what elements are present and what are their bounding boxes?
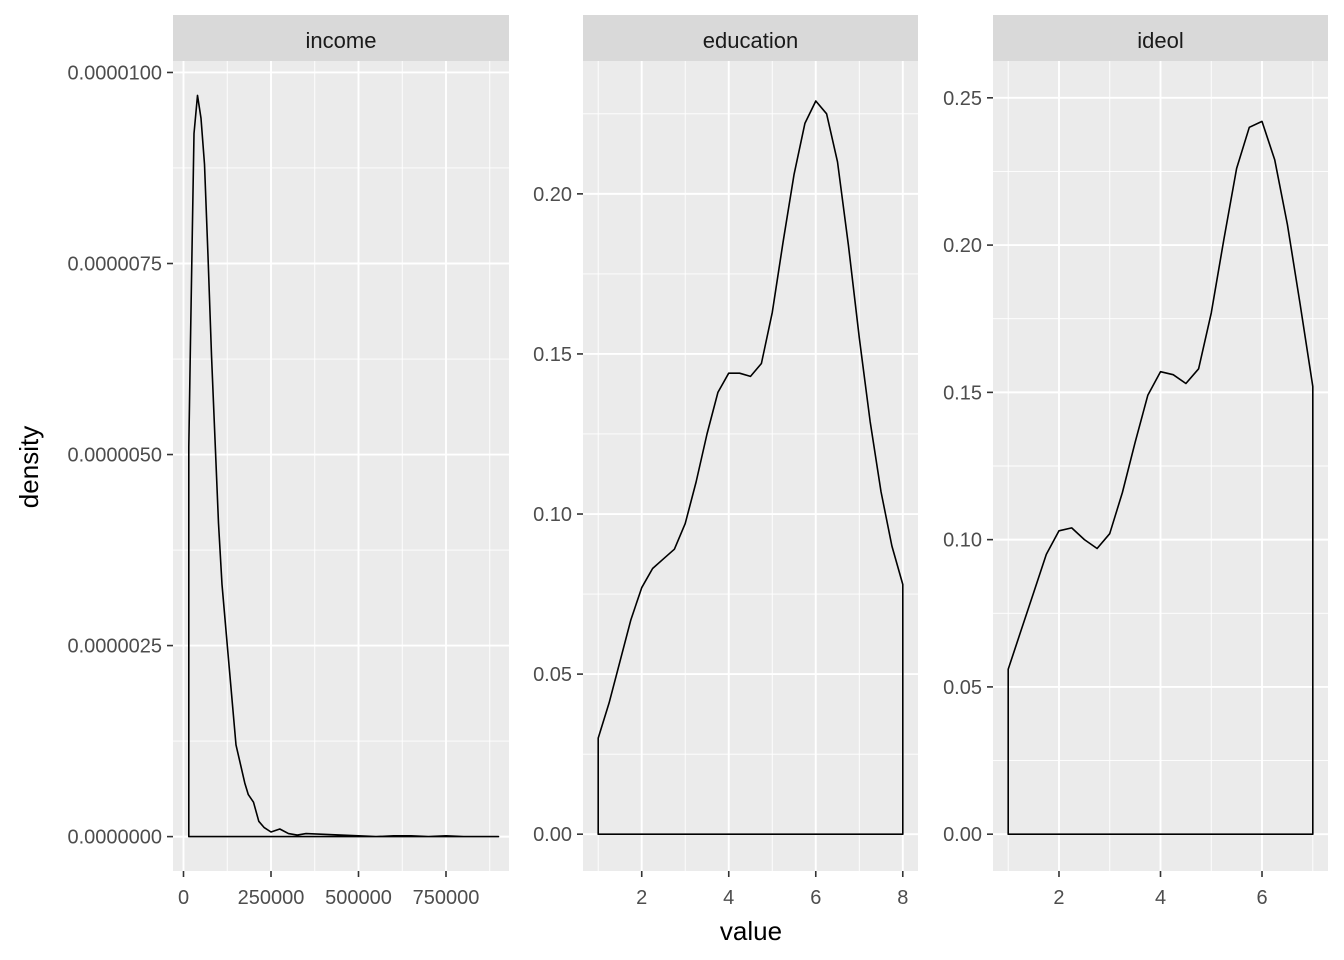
- x-tick-label: 750000: [413, 887, 480, 909]
- density-curve-ideol: [1007, 120, 1314, 835]
- facet-strip: [173, 15, 509, 61]
- x-tick-label: 0: [178, 887, 189, 909]
- y-tick-label: 0.25: [943, 88, 982, 110]
- panel-background: [173, 61, 509, 871]
- y-tick-label: 0.00: [533, 824, 572, 846]
- y-tick-label: 0.05: [533, 664, 572, 686]
- y-tick-label: 0.0000100: [67, 62, 162, 84]
- density-curve-education: [597, 100, 904, 835]
- y-tick-label: 0.0000075: [67, 254, 162, 276]
- x-axis-title: value: [720, 916, 782, 946]
- x-tick-label: 4: [723, 887, 734, 909]
- y-tick-label: 0.20: [943, 235, 982, 257]
- facet-ideol: ideol 0.00 0.05 0.10 0.15 0.20 0.25 2 4 6: [943, 15, 1328, 909]
- y-tick-label: 0.15: [533, 344, 572, 366]
- x-tick-label: 4: [1155, 887, 1166, 909]
- y-tick-label: 0.15: [943, 382, 982, 404]
- x-tick-label: 2: [1053, 887, 1064, 909]
- facet-education: education 0.00 0.05 0.10 0.15 0.20 2 4 6 8: [533, 15, 918, 909]
- x-tick-label: 6: [1256, 887, 1267, 909]
- x-tick-label: 250000: [238, 887, 305, 909]
- y-tick-label: 0.10: [533, 504, 572, 526]
- x-tick-label: 6: [810, 887, 821, 909]
- facet-strip-label: ideol: [1137, 28, 1183, 53]
- y-axis-title: density: [14, 426, 44, 508]
- y-tick-label: 0.0000050: [67, 445, 162, 467]
- x-tick-label: 8: [897, 887, 908, 909]
- facet-strip: [583, 15, 918, 61]
- x-tick-label: 2: [636, 887, 647, 909]
- facet-panels: income 0.0000000 0.0000025 0.0000050 0.00000…: [67, 15, 1328, 909]
- y-tick-label: 0.00: [943, 824, 982, 846]
- x-tick-label: 500000: [325, 887, 392, 909]
- y-tick-label: 0.0000025: [67, 636, 162, 658]
- y-tick-label: 0.10: [943, 530, 982, 552]
- panel-background: [583, 61, 918, 871]
- facet-strip: [993, 15, 1328, 61]
- facet-strip-label: income: [306, 28, 377, 53]
- density-curve-income: [188, 94, 500, 838]
- facet-strip-label: education: [703, 28, 798, 53]
- y-tick-label: 0.20: [533, 184, 572, 206]
- y-tick-label: 0.0000000: [67, 827, 162, 849]
- y-tick-label: 0.05: [943, 677, 982, 699]
- facet-income: income 0.0000000 0.0000025 0.0000050 0.00000…: [67, 15, 509, 909]
